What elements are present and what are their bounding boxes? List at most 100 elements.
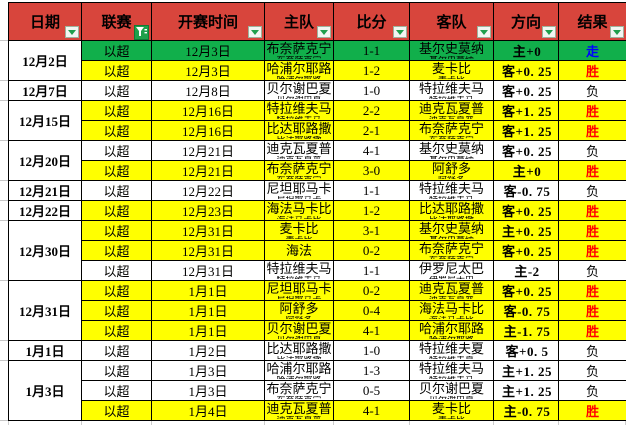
away-team-cell[interactable]: 基尔史莫纳基尔史莫纳 bbox=[409, 40, 494, 61]
result-cell[interactable]: 胜 bbox=[558, 200, 626, 221]
date-group-cell[interactable]: 1月1日 bbox=[8, 340, 82, 361]
col-header-league[interactable]: 联赛 bbox=[81, 2, 152, 41]
away-team-cell[interactable]: 哈浦尔耶路哈浦尔耶路 bbox=[409, 320, 494, 341]
col-header-home[interactable]: 主队 bbox=[264, 2, 334, 41]
result-cell[interactable]: 胜 bbox=[558, 280, 626, 301]
away-team-cell[interactable]: 布奈萨克宁布奈萨克宁 bbox=[409, 120, 494, 141]
kickoff-time-cell[interactable]: 1月4日 bbox=[151, 400, 265, 421]
kickoff-time-cell[interactable]: 12月16日 bbox=[151, 100, 265, 121]
kickoff-time-cell[interactable]: 12月3日 bbox=[151, 40, 265, 61]
col-header-away[interactable]: 客队 bbox=[409, 2, 494, 41]
kickoff-time-cell[interactable]: 12月22日 bbox=[151, 180, 265, 201]
home-team-cell[interactable]: 布奈萨克宁布奈萨克宁 bbox=[264, 40, 334, 61]
league-cell[interactable]: 以超 bbox=[81, 180, 152, 201]
league-cell[interactable]: 以超 bbox=[81, 320, 152, 341]
away-team-cell[interactable]: 比达耶路撒比达耶路撒 bbox=[409, 200, 494, 221]
home-team-cell[interactable]: 布奈萨克宁布奈萨克宁 bbox=[264, 380, 334, 401]
result-cell[interactable]: 胜 bbox=[558, 240, 626, 261]
league-cell[interactable]: 以超 bbox=[81, 380, 152, 401]
away-team-cell[interactable]: 基尔史莫纳基尔史莫纳 bbox=[409, 220, 494, 241]
kickoff-time-cell[interactable]: 12月21日 bbox=[151, 160, 265, 181]
result-cell[interactable]: 负 bbox=[558, 140, 626, 161]
home-team-cell[interactable]: 特拉维夫马特拉维夫马 bbox=[264, 100, 334, 121]
score-cell[interactable]: 4-1 bbox=[333, 320, 410, 341]
league-cell[interactable]: 以超 bbox=[81, 300, 152, 321]
away-team-cell[interactable]: 特拉维夫马特拉维夫马 bbox=[409, 360, 494, 381]
handicap-direction-cell[interactable]: 客+0. 25 bbox=[493, 280, 559, 301]
league-cell[interactable]: 以超 bbox=[81, 60, 152, 81]
away-team-cell[interactable]: 阿舒多阿舒多 bbox=[409, 160, 494, 181]
date-group-cell[interactable]: 12月30日 bbox=[8, 220, 82, 281]
league-cell[interactable]: 以超 bbox=[81, 260, 152, 281]
kickoff-time-cell[interactable]: 12月16日 bbox=[151, 120, 265, 141]
away-team-cell[interactable]: 基尔史莫纳基尔史莫纳 bbox=[409, 140, 494, 161]
home-team-cell[interactable]: 比达耶路撒比达耶路撒 bbox=[264, 120, 334, 141]
score-cell[interactable]: 1-1 bbox=[333, 180, 410, 201]
league-cell[interactable]: 以超 bbox=[81, 40, 152, 61]
score-cell[interactable]: 1-2 bbox=[333, 60, 410, 81]
result-cell[interactable]: 胜 bbox=[558, 220, 626, 241]
kickoff-time-cell[interactable]: 12月31日 bbox=[151, 240, 265, 261]
handicap-direction-cell[interactable]: 主+1. 25 bbox=[493, 380, 559, 401]
kickoff-time-cell[interactable]: 12月23日 bbox=[151, 200, 265, 221]
league-cell[interactable]: 以超 bbox=[81, 220, 152, 241]
home-team-cell[interactable]: 哈浦尔耶路哈浦尔耶路 bbox=[264, 60, 334, 81]
handicap-direction-cell[interactable]: 客+0. 25 bbox=[493, 240, 559, 261]
result-cell[interactable]: 胜 bbox=[558, 300, 626, 321]
kickoff-time-cell[interactable]: 12月3日 bbox=[151, 60, 265, 81]
kickoff-time-cell[interactable]: 1月1日 bbox=[151, 320, 265, 341]
kickoff-time-cell[interactable]: 12月31日 bbox=[151, 220, 265, 241]
handicap-direction-cell[interactable]: 主+0 bbox=[493, 40, 559, 61]
handicap-direction-cell[interactable]: 主-2 bbox=[493, 260, 559, 281]
kickoff-time-cell[interactable]: 1月1日 bbox=[151, 280, 265, 301]
handicap-direction-cell[interactable]: 主+1. 25 bbox=[493, 360, 559, 381]
home-team-cell[interactable]: 海法马卡比海法马卡比 bbox=[264, 200, 334, 221]
league-cell[interactable]: 以超 bbox=[81, 240, 152, 261]
result-cell[interactable]: 负 bbox=[558, 80, 626, 101]
filter-dropdown-icon[interactable] bbox=[393, 26, 407, 38]
filter-dropdown-icon[interactable] bbox=[248, 26, 262, 38]
home-team-cell[interactable]: 尼坦耶马卡尼坦耶马卡 bbox=[264, 180, 334, 201]
result-cell[interactable]: 胜 bbox=[558, 400, 626, 421]
away-team-cell[interactable]: 特拉维夫夏特拉维夫夏 bbox=[409, 340, 494, 361]
score-cell[interactable]: 3-1 bbox=[333, 220, 410, 241]
away-team-cell[interactable]: 特拉维夫马特拉维夫马 bbox=[409, 80, 494, 101]
score-cell[interactable]: 4-1 bbox=[333, 140, 410, 161]
handicap-direction-cell[interactable]: 主+0. 25 bbox=[493, 220, 559, 241]
result-cell[interactable]: 负 bbox=[558, 380, 626, 401]
score-cell[interactable]: 1-1 bbox=[333, 40, 410, 61]
result-cell[interactable]: 胜 bbox=[558, 60, 626, 81]
score-cell[interactable]: 1-0 bbox=[333, 340, 410, 361]
league-cell[interactable]: 以超 bbox=[81, 200, 152, 221]
date-group-cell[interactable]: 12月2日 bbox=[8, 40, 82, 81]
score-cell[interactable]: 4-1 bbox=[333, 400, 410, 421]
result-cell[interactable]: 负 bbox=[558, 180, 626, 201]
handicap-direction-cell[interactable]: 客+1. 25 bbox=[493, 100, 559, 121]
away-team-cell[interactable]: 贝尔谢巴夏贝尔谢巴夏 bbox=[409, 380, 494, 401]
kickoff-time-cell[interactable]: 1月1日 bbox=[151, 300, 265, 321]
result-cell[interactable]: 负 bbox=[558, 360, 626, 381]
league-cell[interactable]: 以超 bbox=[81, 280, 152, 301]
home-team-cell[interactable]: 比达耶路撒比达耶路撒 bbox=[264, 340, 334, 361]
score-cell[interactable]: 1-0 bbox=[333, 80, 410, 101]
result-cell[interactable]: 负 bbox=[558, 260, 626, 281]
handicap-direction-cell[interactable]: 客+0. 25 bbox=[493, 80, 559, 101]
date-group-cell[interactable]: 12月31日 bbox=[8, 280, 82, 341]
handicap-direction-cell[interactable]: 主-1. 75 bbox=[493, 320, 559, 341]
score-cell[interactable]: 0-2 bbox=[333, 280, 410, 301]
col-header-score[interactable]: 比分 bbox=[333, 2, 410, 41]
away-team-cell[interactable]: 迪克瓦夏普迪克瓦夏普 bbox=[409, 280, 494, 301]
league-cell[interactable]: 以超 bbox=[81, 100, 152, 121]
kickoff-time-cell[interactable]: 1月3日 bbox=[151, 380, 265, 401]
home-team-cell[interactable]: 布奈萨克宁布奈萨克宁 bbox=[264, 160, 334, 181]
away-team-cell[interactable]: 麦卡比麦卡比 bbox=[409, 400, 494, 421]
home-team-cell[interactable]: 尼坦耶马卡尼坦耶马卡 bbox=[264, 280, 334, 301]
handicap-direction-cell[interactable]: 客+0. 25 bbox=[493, 200, 559, 221]
score-cell[interactable]: 1-2 bbox=[333, 200, 410, 221]
date-group-cell[interactable]: 12月21日 bbox=[8, 180, 82, 201]
handicap-direction-cell[interactable]: 主+0 bbox=[493, 160, 559, 181]
score-cell[interactable]: 0-5 bbox=[333, 380, 410, 401]
score-cell[interactable]: 2-2 bbox=[333, 100, 410, 121]
league-cell[interactable]: 以超 bbox=[81, 80, 152, 101]
kickoff-time-cell[interactable]: 12月8日 bbox=[151, 80, 265, 101]
